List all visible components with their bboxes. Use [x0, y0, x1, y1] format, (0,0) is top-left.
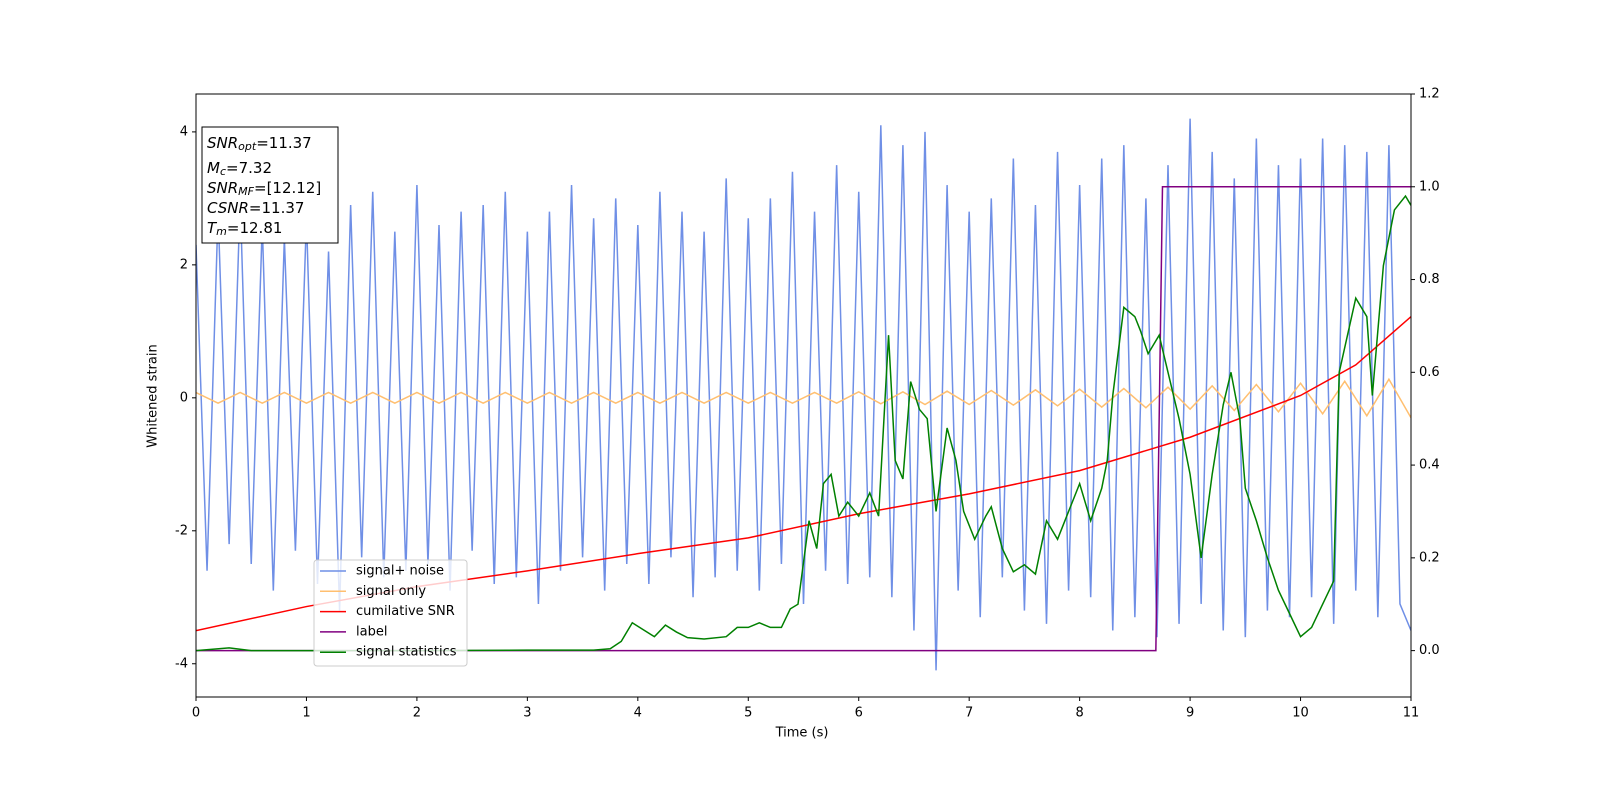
info-line: Tm=12.81: [207, 219, 282, 239]
x-axis-label: Time (s): [775, 726, 829, 741]
x-tick-label: 2: [413, 706, 421, 721]
info-line: SNRopt=11.37: [207, 134, 312, 154]
info-sub: m: [216, 225, 227, 238]
x-tick-label: 9: [1186, 706, 1194, 721]
info-name: M: [207, 159, 220, 177]
legend: signal+ noise signal only cumilative SNR la…: [313, 559, 468, 667]
info-value: =11.37: [256, 134, 312, 152]
y-tick-label: 2: [180, 257, 188, 272]
y2-tick-label: 1.2: [1419, 87, 1440, 102]
x-tick-label: 1: [302, 706, 310, 721]
x-tick-label: 6: [855, 706, 863, 721]
x-tick-label: 5: [744, 706, 752, 721]
plot-frame: [195, 93, 1412, 698]
info-name: SNR: [207, 134, 238, 152]
info-value: =7.32: [226, 159, 272, 177]
y-axis-label: Whitened strain: [146, 344, 161, 447]
info-sub: c: [220, 165, 226, 178]
info-line: Mc=7.32: [207, 159, 272, 179]
info-line: SNRMF=[12.12]: [207, 179, 321, 199]
y-tick-label: -2: [175, 523, 188, 538]
x-tick-label: 11: [1403, 706, 1420, 721]
series-line: [196, 377, 1411, 419]
legend-frame: [313, 559, 468, 667]
x-tick-label: 8: [1075, 706, 1083, 721]
legend-label: signal statistics: [356, 645, 457, 660]
info-name: T: [207, 219, 218, 237]
x-tick-label: 0: [192, 706, 200, 721]
info-box-frame: [201, 126, 339, 244]
series-line: [196, 194, 1411, 652]
y2-tick-label: 0.0: [1419, 643, 1440, 658]
y-tick-label: 4: [180, 124, 188, 139]
legend-label: label: [356, 624, 387, 639]
info-sub: MF: [238, 185, 254, 198]
x-tick-label: 10: [1292, 706, 1309, 721]
series-line: [196, 118, 1411, 671]
info-sub: opt: [238, 140, 257, 153]
x-tick-label: 7: [965, 706, 973, 721]
y2-tick-label: 1.0: [1419, 179, 1440, 194]
info-value: =11.37: [249, 199, 305, 217]
info-value: =[12.12]: [254, 179, 321, 197]
y2-tick-label: 0.8: [1419, 272, 1440, 287]
x-tick-label: 4: [634, 706, 642, 721]
legend-label: cumilative SNR: [356, 604, 455, 619]
legend-label: signal only: [356, 584, 426, 599]
info-name: CSNR: [207, 199, 249, 217]
info-line: CSNR=11.37: [207, 199, 304, 217]
x-tick-label: 3: [523, 706, 531, 721]
y2-tick-label: 0.4: [1419, 458, 1440, 473]
y-tick-label: -4: [175, 656, 188, 671]
series-line: [196, 186, 1411, 652]
y-tick-label: 0: [180, 390, 188, 405]
y2-tick-label: 0.6: [1419, 365, 1440, 380]
info-name: SNR: [207, 179, 238, 197]
y2-tick-label: 0.2: [1419, 550, 1440, 565]
info-value: =12.81: [227, 219, 283, 237]
info-box: SNRopt=11.37Mc=7.32SNRMF=[12.12]CSNR=11.…: [201, 126, 339, 244]
legend-label: signal+ noise: [356, 564, 444, 579]
